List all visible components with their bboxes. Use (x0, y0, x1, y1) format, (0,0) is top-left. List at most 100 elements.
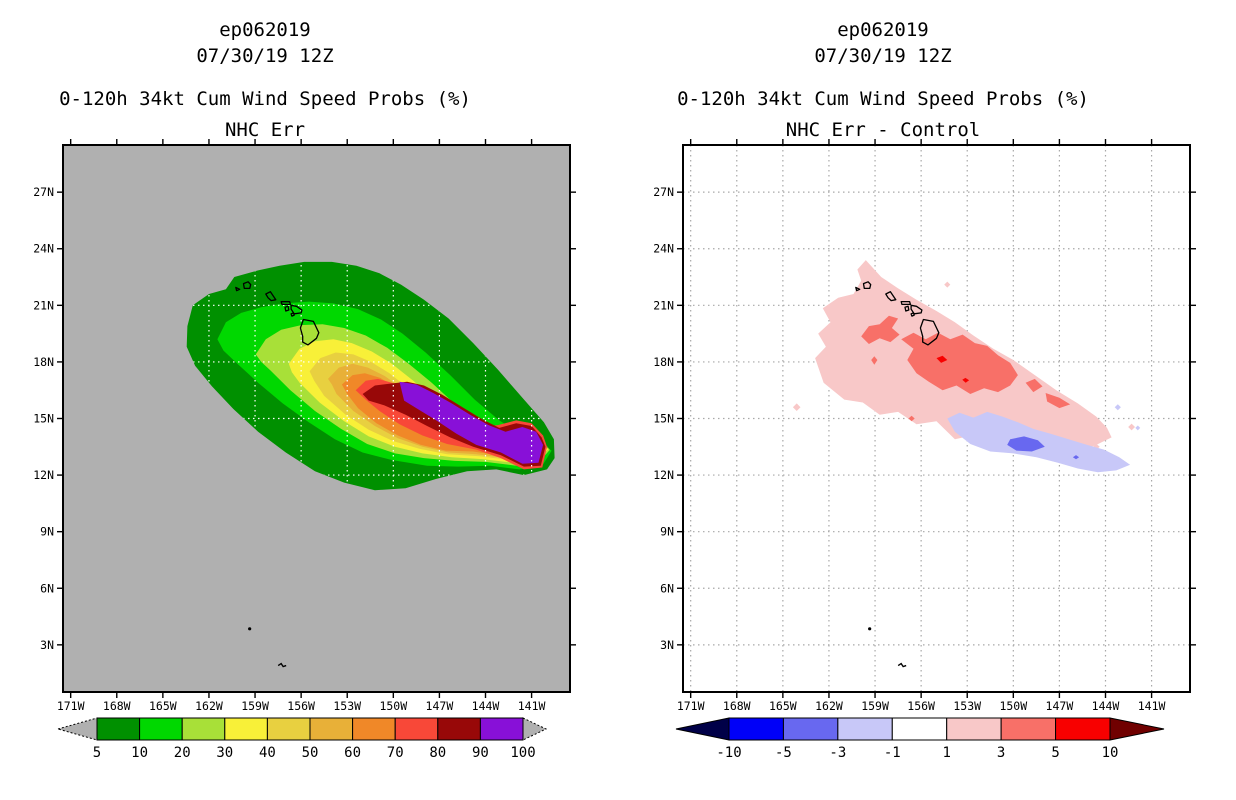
island-outline-molokai (900, 300, 912, 306)
contour-polygon--3--1 (1135, 425, 1141, 431)
colorbar-segment (139, 717, 183, 741)
lat-tick-label: 24N (653, 242, 674, 256)
lon-tick-label: 156W (907, 699, 935, 713)
contour-polygon-3-5 (1045, 393, 1071, 409)
colorbar-label: -5 (775, 745, 792, 761)
left-subtitle: NHC Err (224, 119, 306, 141)
lon-tick-label: 165W (769, 699, 797, 713)
colorbar-label: 60 (344, 745, 361, 761)
lon-tick-label: 162W (195, 699, 223, 713)
lat-tick-label: 18N (653, 355, 674, 369)
left-init-time: 07/30/19 12Z (196, 45, 334, 67)
colorbar-label: 20 (174, 745, 191, 761)
colorbar-label: 90 (472, 745, 489, 761)
colorbar-label: 50 (302, 745, 319, 761)
island-outline-oahu (265, 291, 277, 302)
colorbar-segment (181, 717, 226, 741)
lat-tick-label: 21N (33, 298, 54, 312)
lat-tick-label: 15N (33, 412, 54, 426)
contour-polygon--3--1 (1114, 404, 1121, 411)
lon-tick-label: 147W (1046, 699, 1074, 713)
lon-tick-label: 144W (1092, 699, 1120, 713)
colorbar-label: -10 (716, 745, 741, 761)
colorbar-label: 10 (1102, 745, 1119, 761)
island-outline-kahoolawe (910, 312, 915, 317)
contour-polygon-3-5 (871, 356, 878, 365)
lon-tick-label: 141W (1138, 699, 1166, 713)
contour-polygon-3-5 (1025, 378, 1043, 393)
contour-polygon-3-5 (861, 315, 900, 344)
colorbar-right-arrow (1109, 717, 1165, 741)
colorbar-label: 40 (259, 745, 276, 761)
contour-polygon-5-10 (936, 355, 948, 363)
lat-tick-label: 21N (653, 298, 674, 312)
island-outline-lanai (904, 305, 910, 312)
colorbar-label: 70 (387, 745, 404, 761)
colorbar-label: 80 (429, 745, 446, 761)
colorbar-segment (728, 717, 784, 741)
colorbar-segment (437, 717, 481, 741)
island-outline-lanai (284, 305, 290, 312)
lat-tick-label: 3N (40, 638, 54, 652)
colorbar-label: 1 (942, 745, 950, 761)
lon-tick-label: 171W (677, 699, 705, 713)
colorbar-segment (782, 717, 839, 741)
lat-tick-label: 9N (40, 525, 54, 539)
colorbar-segment (266, 717, 311, 741)
right-colorbar: -10 -5 -3 -1 1 3 5 10 (675, 717, 1165, 761)
lat-tick-label: 12N (33, 468, 54, 482)
right-map: 171W 168W 165W 162W 159W 156W 153W 150W 147W 144W… (653, 139, 1196, 713)
small-island-dot (868, 627, 872, 631)
island-outline-kauai (242, 281, 252, 290)
lat-tick-label: 27N (653, 185, 674, 199)
contour-polygon-3-5 (901, 332, 1018, 394)
colorbar-segment (837, 717, 893, 741)
lon-tick-label: 156W (287, 699, 315, 713)
left-map: 171W 168W 165W 162W 159W 156W 153W 150W 147W 144W… (33, 139, 576, 713)
lon-tick-label: 144W (472, 699, 500, 713)
contour-polygon--5--3 (1007, 436, 1045, 452)
small-island-dot (277, 662, 287, 668)
contour-polygon-5-10 (962, 377, 970, 383)
colorbar-left-arrow (56, 717, 98, 741)
island-outline-molokai (280, 300, 292, 306)
left-colorbar: 5 10 20 30 40 50 60 70 80 90 100 (56, 717, 548, 761)
lon-tick-label: 159W (241, 699, 269, 713)
island-outline-kauai (862, 281, 872, 290)
contour-polygon-1-3 (1128, 423, 1135, 431)
lat-tick-label: 18N (33, 355, 54, 369)
colorbar-label: 5 (1051, 745, 1059, 761)
colorbar-segment (352, 717, 396, 741)
colorbar-segment (891, 717, 948, 741)
colorbar-segment (309, 717, 354, 741)
lon-tick-label: 150W (999, 699, 1027, 713)
left-axis-ticks (57, 139, 576, 698)
lat-tick-label: 6N (660, 581, 674, 595)
contour-polygon-1-3 (792, 403, 801, 411)
contour-polygon-3-5 (908, 415, 915, 422)
island-outline-hawaii-big-island (299, 318, 320, 346)
colorbar-segment (394, 717, 439, 741)
lon-tick-label: 171W (57, 699, 85, 713)
lon-tick-label: 153W (953, 699, 981, 713)
small-island-dot (248, 627, 252, 631)
lon-tick-label: 168W (103, 699, 131, 713)
lon-tick-label: 150W (379, 699, 407, 713)
lat-tick-label: 24N (33, 242, 54, 256)
lon-tick-label: 147W (426, 699, 454, 713)
island-outline-niihau (235, 286, 241, 292)
colorbar-label: 30 (216, 745, 233, 761)
colorbar-label: -1 (884, 745, 901, 761)
right-main-title: 0-120h 34kt Cum Wind Speed Probs (%) (677, 88, 1089, 110)
contour-polygon-1-3 (944, 281, 951, 288)
contour-polygon--5--3 (1072, 455, 1080, 460)
colorbar-segment (1055, 717, 1111, 741)
lat-tick-label: 27N (33, 185, 54, 199)
colorbar-segment (946, 717, 1002, 741)
colorbar-label: 3 (997, 745, 1005, 761)
lon-tick-label: 141W (518, 699, 546, 713)
island-outline-hawaii-big-island (919, 318, 940, 346)
lon-tick-label: 159W (861, 699, 889, 713)
